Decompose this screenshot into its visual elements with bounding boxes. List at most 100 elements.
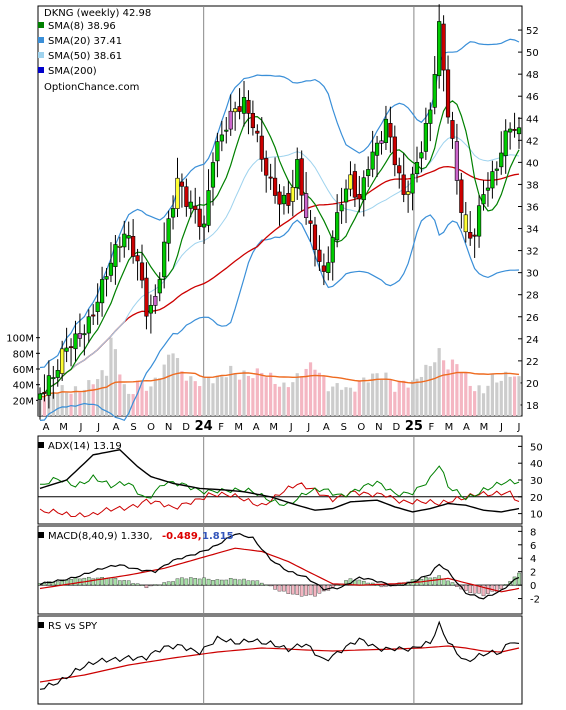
volume-bar-19 (122, 384, 126, 416)
volume-bar-28 (162, 364, 166, 416)
volume-bar-63 (317, 372, 322, 416)
volume-bar-81 (397, 381, 401, 416)
candle-body-46 (241, 97, 247, 114)
candle-body-15 (104, 276, 109, 280)
macd-hist-bar-108 (517, 572, 521, 586)
volume-bar-69 (344, 387, 348, 416)
x-tick-label-23: M (445, 422, 454, 433)
x-tick-label-26: J (499, 422, 503, 433)
macd-hist-bar-36 (197, 578, 202, 586)
candle-body-89 (432, 74, 437, 108)
volume-bar-1 (42, 396, 47, 416)
candle-body-62 (312, 224, 318, 250)
volume-bar-33 (184, 380, 188, 416)
macd-label: MACD(8,40,9) 1.330, (48, 531, 153, 542)
volume-bar-62 (313, 369, 317, 416)
candle-body-97 (468, 232, 473, 239)
candle-body-63 (317, 249, 322, 262)
volume-average-line (39, 371, 520, 398)
candle-body-6 (64, 347, 69, 352)
x-tick-label-18: O (357, 422, 365, 433)
candle-body-16 (108, 262, 114, 276)
volume-bar-75 (371, 373, 375, 416)
volume-bar-64 (322, 375, 326, 416)
x-tick-label-5: S (130, 422, 136, 433)
macd-hist-bar-58 (295, 584, 300, 595)
macd-hist-bar-34 (188, 577, 193, 586)
volume-bar-101 (486, 385, 490, 416)
volume-bar-76 (375, 373, 379, 416)
macd-hist-bar-28 (162, 582, 166, 586)
volume-bar-68 (339, 389, 344, 416)
macd-hist-label: 1.815 (202, 531, 234, 542)
candle-body-55 (281, 194, 287, 205)
volume-bar-57 (291, 382, 295, 416)
macd-hist-bar-97 (468, 584, 473, 594)
rs-label: RS vs SPY (48, 621, 98, 632)
volume-bar-66 (331, 386, 335, 416)
volume-bar-47 (246, 375, 251, 416)
macd-hist-bar-93 (450, 582, 455, 586)
macd-hist-bar-4 (55, 581, 60, 586)
volume-bar-51 (264, 377, 268, 416)
macd-hist-bar-1 (42, 582, 47, 586)
macd-hist-bar-62 (313, 584, 317, 597)
candle-body-70 (348, 174, 353, 190)
macd-hist-bar-91 (441, 578, 446, 586)
macd-hist-bar-26 (153, 584, 158, 586)
candle-body-14 (99, 279, 105, 304)
candle-body-47 (246, 99, 251, 114)
macd-hist-bar-41 (220, 579, 224, 586)
candle-body-60 (304, 193, 309, 218)
macd-hist-bar-51 (264, 584, 268, 586)
volume-bar-46 (242, 370, 246, 416)
candle-body-61 (308, 220, 313, 224)
x-tick-label-8: D (182, 422, 190, 433)
candle-body-45 (237, 106, 242, 112)
x-tick-label-14: J (289, 422, 293, 433)
candle-body-78 (383, 118, 389, 143)
candle-body-41 (219, 134, 224, 142)
candle-body-106 (508, 128, 513, 133)
macd-signal-line (39, 547, 520, 593)
volume-bar-86 (419, 376, 424, 416)
volume-bar-67 (335, 383, 339, 416)
macd-hist-bar-78 (384, 584, 388, 587)
x-tick-label-2: J (79, 422, 83, 433)
candle-body-12 (91, 314, 96, 317)
macd-axis: 8 6 4 2 0 -2 (518, 527, 540, 606)
candle-body-35 (193, 205, 198, 210)
candle-body-53 (272, 177, 278, 196)
rs-legend-swatch (38, 622, 44, 628)
candle-body-88 (428, 109, 433, 124)
legend-sma200: SMA(200) (48, 66, 97, 77)
candle-body-79 (388, 123, 393, 138)
macd-hist-bar-15 (104, 578, 109, 586)
macd-hist-bar-72 (357, 579, 362, 586)
price-tick-label-7: 38 (526, 180, 539, 191)
rs-line (39, 620, 520, 690)
candle-body-22 (135, 255, 140, 262)
volume-bar-6 (65, 392, 69, 416)
adx-tick-label-1: 40 (530, 459, 543, 470)
candle-body-99 (476, 205, 482, 237)
volume-bar-108 (517, 376, 521, 416)
x-tick-label-17: S (341, 422, 347, 433)
macd-hist-bar-57 (291, 584, 295, 595)
candle-body-58 (295, 159, 300, 188)
candle-body-19 (122, 233, 127, 248)
price-tick-label-2: 48 (526, 70, 539, 81)
macd-tick-label-5: -2 (530, 595, 540, 606)
macd-hist-bar-18 (118, 580, 122, 586)
macd-hist-bar-52 (268, 584, 273, 587)
macd-hist-bar-45 (237, 579, 242, 586)
candle-body-28 (162, 241, 167, 278)
candle-body-98 (472, 234, 477, 237)
volume-bar-90 (437, 348, 441, 416)
candle-body-75 (370, 151, 375, 170)
volume-bar-36 (198, 386, 202, 416)
volume-axis: 100M 80M 60M 40M 20M (6, 334, 40, 407)
macd-hist-bar-50 (259, 582, 264, 586)
macd-hist-bar-33 (184, 578, 189, 586)
